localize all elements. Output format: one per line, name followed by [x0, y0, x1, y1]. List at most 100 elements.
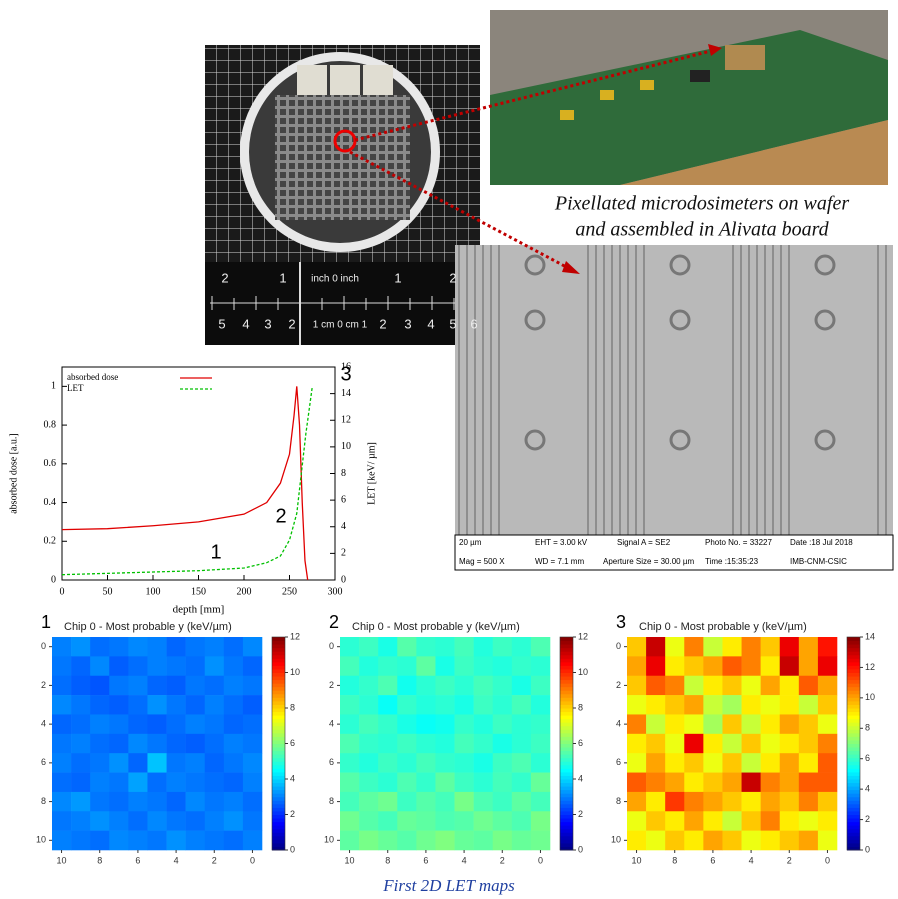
heatmap-cell	[340, 773, 359, 793]
heatmap-cell	[684, 676, 703, 696]
heatmap-cell	[742, 676, 761, 696]
colorbar-step	[847, 829, 860, 833]
colorbar-tick-label: 12	[290, 631, 300, 641]
plot-frame	[62, 367, 335, 580]
heatmap-cell	[512, 637, 531, 657]
heatmap-cell	[493, 734, 512, 754]
heatmap-cell	[742, 734, 761, 754]
heatmap-cell	[416, 811, 435, 831]
y-tick-label: 6	[41, 757, 46, 767]
heatmap-cell	[205, 773, 224, 793]
colorbar-step	[560, 783, 573, 787]
heatmap-cell	[722, 714, 741, 734]
colorbar-step	[847, 744, 860, 748]
x-tick-label: 2	[212, 855, 217, 865]
heatmap-cell	[703, 773, 722, 793]
colorbar-step	[847, 765, 860, 769]
sem-info: 20 µm	[459, 538, 482, 547]
colorbar-tick-label: 0	[578, 844, 583, 854]
heatmap-cell	[90, 753, 109, 773]
heatmap-cell	[224, 637, 243, 657]
colorbar-step	[847, 818, 860, 822]
heatmap-cell	[818, 695, 837, 715]
heatmap-cell	[378, 714, 397, 734]
heatmap-cell	[665, 753, 684, 773]
heatmap-cell	[435, 792, 454, 812]
heatmap-cell	[147, 656, 166, 676]
heatmap-cell	[684, 637, 703, 657]
heatmap-cell	[340, 734, 359, 754]
heatmap-cell	[780, 773, 799, 793]
heatmap-cell	[186, 811, 205, 831]
heatmap-cell	[340, 676, 359, 696]
colorbar-step	[847, 669, 860, 673]
heatmap-cell	[147, 773, 166, 793]
heatmap-cell	[71, 714, 90, 734]
photo-caption: Pixellated microdosimeters on wafer	[554, 193, 849, 215]
colorbar-step	[272, 726, 285, 730]
heatmap-cell	[243, 656, 262, 676]
panel-number: 2	[329, 612, 339, 632]
colorbar-step	[560, 697, 573, 701]
colorbar-tick-label: 8	[578, 702, 583, 712]
colorbar-tick-label: 4	[290, 773, 295, 783]
colorbar-step	[560, 676, 573, 680]
heatmap-cell	[742, 831, 761, 851]
heatmap-cell	[340, 753, 359, 773]
heatmap-cell	[224, 831, 243, 851]
heatmap-cell	[665, 831, 684, 851]
y-tick-label: 6	[329, 757, 334, 767]
colorbar-step	[560, 744, 573, 748]
heatmap-cell	[474, 773, 493, 793]
heatmap-cell	[205, 695, 224, 715]
colorbar-step	[560, 832, 573, 836]
heatmap-cell	[397, 637, 416, 657]
colorbar-tick-label: 6	[578, 738, 583, 748]
colorbar-step	[272, 793, 285, 797]
sem-info: IMB-CNM-CSIC	[790, 557, 847, 566]
y2-tick-label: 6	[341, 494, 346, 505]
heatmap-cell	[780, 656, 799, 676]
colorbar-step	[272, 836, 285, 840]
ruler-label: 3	[404, 316, 411, 331]
heatmap-cell	[761, 811, 780, 831]
heatmap-cell	[167, 637, 186, 657]
heatmap-cell	[761, 656, 780, 676]
heatmap-cell	[665, 792, 684, 812]
colorbar-step	[272, 751, 285, 755]
heatmap-cell	[531, 714, 550, 734]
colorbar-step	[272, 712, 285, 716]
board-photo	[490, 10, 888, 185]
heatmap-cell	[818, 753, 837, 773]
heatmap-cell	[455, 753, 474, 773]
heatmap-cell	[243, 695, 262, 715]
colorbar-step	[272, 832, 285, 836]
heatmap-cell	[474, 753, 493, 773]
x-tick-label: 8	[97, 855, 102, 865]
ruler-label: inch 0 inch	[311, 274, 359, 285]
colorbar-step	[560, 822, 573, 826]
heatmap-cell	[646, 714, 665, 734]
colorbar-step	[847, 651, 860, 655]
annotation: 3	[340, 363, 351, 385]
heatmap-cell	[128, 831, 147, 851]
heatmap-cell	[818, 676, 837, 696]
heatmap-cell	[90, 695, 109, 715]
ruler-label: 2	[449, 270, 456, 285]
heatmap-cell	[205, 753, 224, 773]
heatmap-cell	[90, 811, 109, 831]
heatmap-cell	[455, 773, 474, 793]
colorbar-tick-label: 12	[578, 631, 588, 641]
colorbar-step	[272, 658, 285, 662]
heatmap-cell	[90, 676, 109, 696]
colorbar-step	[560, 729, 573, 733]
colorbar-step	[847, 751, 860, 755]
colorbar-step	[847, 729, 860, 733]
heatmap-cell	[186, 753, 205, 773]
heatmap-cell	[186, 676, 205, 696]
heatmap-cell	[243, 714, 262, 734]
colorbar-step	[847, 644, 860, 648]
heatmap-cell	[684, 773, 703, 793]
panel-number: 1	[41, 612, 51, 632]
heatmap-cell	[147, 695, 166, 715]
